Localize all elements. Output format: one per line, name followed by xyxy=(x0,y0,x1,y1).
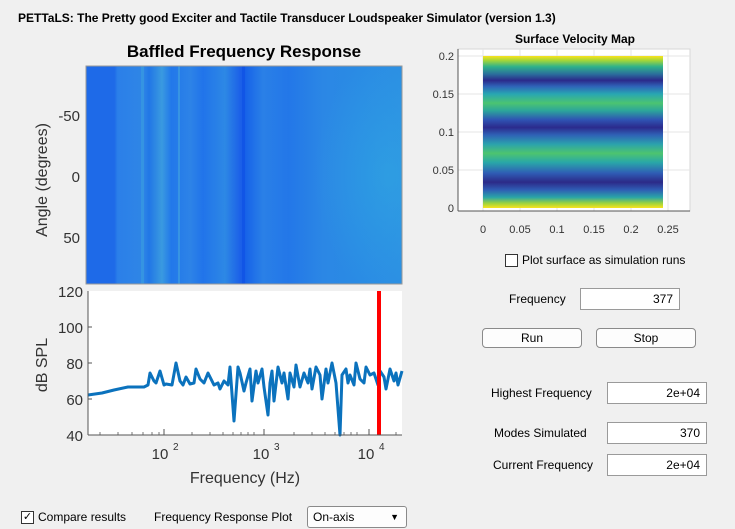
frequency-response-plot-dropdown[interactable]: On-axis ▼ xyxy=(307,506,407,528)
check-icon: ✓ xyxy=(22,510,33,523)
compare-results-label: Compare results xyxy=(38,510,127,524)
frequency-response-plot-label: Frequency Response Plot xyxy=(154,510,293,524)
run-button[interactable]: Run xyxy=(482,328,582,348)
plot-surface-checkbox-row[interactable]: Plot surface as simulation runs xyxy=(505,253,685,267)
spl-major-ticks xyxy=(88,326,370,435)
spl-xtick-base: 10 xyxy=(253,446,270,463)
velocity-xtick: 0 xyxy=(480,224,486,236)
spl-xtick-exp: 2 xyxy=(173,442,179,453)
spl-xtick-base: 10 xyxy=(358,446,375,463)
spl-plot[interactable]: 120 100 80 60 40 10 2 10 3 10 4 Frequenc… xyxy=(0,283,412,493)
spl-ylabel: dB SPL xyxy=(34,338,51,392)
stop-button[interactable]: Stop xyxy=(596,328,696,348)
compare-results-checkbox[interactable]: ✓ xyxy=(21,510,34,524)
spl-xtick-exp: 3 xyxy=(274,442,280,453)
spl-ytick: 120 xyxy=(58,284,83,301)
spl-ytick: 100 xyxy=(58,320,83,337)
spl-xtick-exp: 4 xyxy=(379,442,385,453)
velocity-xtick: 0.1 xyxy=(549,224,564,236)
spl-xlabel: Frequency (Hz) xyxy=(190,470,300,487)
modes-simulated-field[interactable]: 370 xyxy=(607,422,707,444)
velocity-xtick: 0.05 xyxy=(509,224,530,236)
spl-response-line xyxy=(87,361,404,437)
plot-surface-checkbox[interactable] xyxy=(505,253,518,267)
heatmap-ytick: -50 xyxy=(58,108,80,125)
velocity-ytick: 0.2 xyxy=(439,51,454,63)
heatmap-band xyxy=(242,66,245,284)
frequency-label: Frequency xyxy=(509,292,566,306)
highest-frequency-field[interactable]: 2e+04 xyxy=(607,382,707,404)
compare-results-checkbox-row[interactable]: ✓ Compare results xyxy=(21,510,126,524)
heatmap-frame xyxy=(85,65,403,285)
velocity-ytick: 0.05 xyxy=(433,165,454,177)
current-frequency-field[interactable]: 2e+04 xyxy=(607,454,707,476)
current-frequency-label: Current Frequency xyxy=(493,458,594,472)
velocity-map-title: Surface Velocity Map xyxy=(514,32,636,46)
spl-ytick: 80 xyxy=(66,356,83,373)
heatmap-title: Baffled Frequency Response xyxy=(126,42,362,61)
heatmap-ripple xyxy=(266,66,402,284)
spl-ytick: 60 xyxy=(66,392,83,409)
frequency-field[interactable]: 377 xyxy=(580,288,680,310)
velocity-ytick: 0.15 xyxy=(433,89,454,101)
plot-surface-label: Plot surface as simulation runs xyxy=(522,253,686,267)
spl-plot-area xyxy=(88,291,402,435)
velocity-ytick: 0 xyxy=(448,203,454,215)
spl-ytick: 40 xyxy=(66,428,83,445)
velocity-xtick: 0.25 xyxy=(657,224,678,236)
velocity-map-image xyxy=(483,56,663,208)
velocity-ytick: 0.1 xyxy=(439,127,454,139)
velocity-xtick: 0.15 xyxy=(583,224,604,236)
heatmap-ylabel: Angle (degrees) xyxy=(34,123,51,237)
modes-simulated-label: Modes Simulated xyxy=(494,426,587,440)
heatmap-plot[interactable]: -50 0 50 Angle (degrees) xyxy=(0,55,410,290)
heatmap-band xyxy=(178,66,180,284)
velocity-map-plot[interactable]: 0.2 0.15 0.1 0.05 0 0 0.05 0.1 0.15 0.2 … xyxy=(425,44,695,239)
heatmap-ytick: 0 xyxy=(72,169,80,186)
spl-xtick-base: 10 xyxy=(152,446,169,463)
highest-frequency-label: Highest Frequency xyxy=(491,386,592,400)
window-title: PETTaLS: The Pretty good Exciter and Tac… xyxy=(18,11,556,25)
heatmap-ytick: 50 xyxy=(63,230,80,247)
dropdown-value: On-axis xyxy=(313,510,355,524)
chevron-down-icon: ▼ xyxy=(390,512,399,522)
velocity-xtick: 0.2 xyxy=(623,224,638,236)
heatmap-band xyxy=(141,66,144,284)
